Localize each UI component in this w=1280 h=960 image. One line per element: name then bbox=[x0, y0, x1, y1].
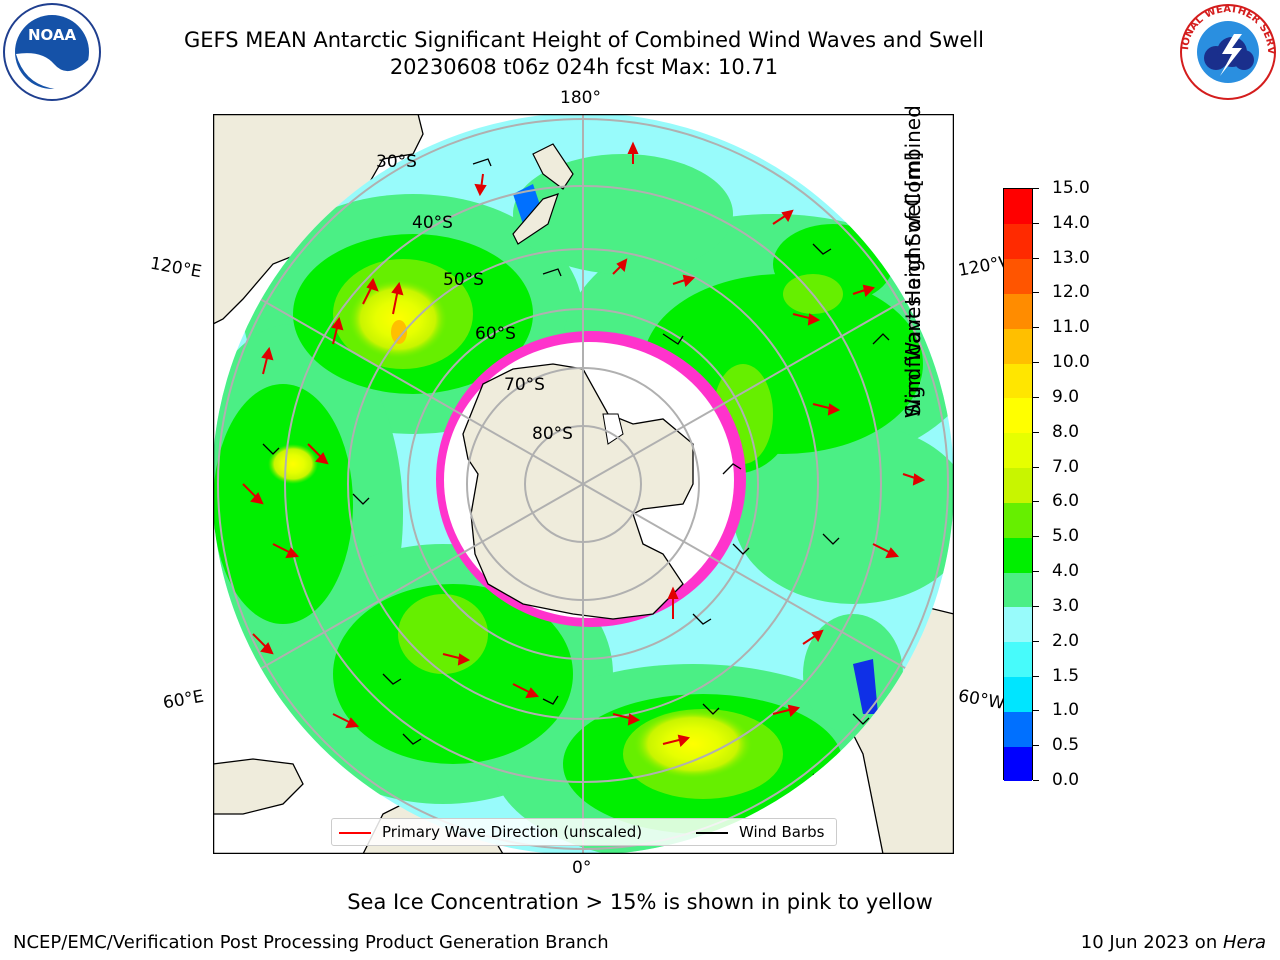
colorbar-title-line-2: Wind Waves and Swell [m] bbox=[901, 151, 925, 419]
colorbar-segment bbox=[1004, 572, 1032, 608]
colorbar-segment bbox=[1004, 223, 1032, 260]
colorbar-segment bbox=[1004, 746, 1032, 782]
colorbar-tick-label: 7.0 bbox=[1052, 456, 1080, 477]
colorbar-segment bbox=[1004, 676, 1032, 712]
colorbar-tick-mark bbox=[1033, 396, 1039, 398]
colorbar-tick-mark bbox=[1033, 466, 1039, 468]
land-antarctica bbox=[462, 363, 694, 620]
map-legend: Primary Wave Direction (unscaled) Wind B… bbox=[331, 818, 837, 846]
colorbar-tick-label: 9.0 bbox=[1052, 386, 1080, 407]
svg-text:NOAA: NOAA bbox=[28, 26, 77, 44]
colorbar-segment bbox=[1004, 432, 1032, 469]
colorbar-tick-label: 0.5 bbox=[1052, 735, 1080, 756]
lat-label-60s: 60°S bbox=[475, 324, 516, 344]
colorbar-tick-label: 6.0 bbox=[1052, 491, 1080, 512]
lon-label-0: 0° bbox=[572, 858, 592, 878]
nws-logo: NATIONAL WEATHER SERVICE bbox=[1176, 2, 1276, 100]
colorbar-tick-label: 2.0 bbox=[1052, 630, 1080, 651]
colorbar-tick-label: 14.0 bbox=[1052, 212, 1090, 233]
legend-barb-line bbox=[696, 832, 728, 834]
colorbar-tick-label: 12.0 bbox=[1052, 282, 1090, 303]
colorbar-segment bbox=[1004, 328, 1032, 364]
colorbar-tick-mark bbox=[1033, 257, 1039, 259]
footer-branch: NCEP/EMC/Verification Post Processing Pr… bbox=[13, 932, 609, 953]
colorbar-segment bbox=[1004, 258, 1032, 294]
lon-label-120e: 120°E bbox=[148, 253, 204, 283]
colorbar-tick-mark bbox=[1033, 362, 1039, 364]
legend-wave-label: Primary Wave Direction (unscaled) bbox=[382, 823, 643, 841]
colorbar-tick-mark bbox=[1033, 536, 1039, 538]
lon-label-60w: 60°W bbox=[956, 686, 1007, 714]
colorbar-segment bbox=[1004, 397, 1032, 434]
colorbar-tick-mark bbox=[1033, 675, 1039, 677]
colorbar-segment bbox=[1004, 641, 1032, 678]
colorbar-tick-mark bbox=[1033, 605, 1039, 607]
legend-wave-line bbox=[339, 832, 371, 834]
colorbar-segment bbox=[1004, 606, 1032, 643]
title-line-2: 20230608 t06z 024h fcst Max: 10.71 bbox=[389, 55, 779, 79]
colorbar-tick-label: 11.0 bbox=[1052, 317, 1090, 338]
footer-date: 10 Jun 2023 on Hera bbox=[1081, 932, 1266, 953]
colorbar-tick-mark bbox=[1033, 292, 1039, 294]
colorbar bbox=[1003, 188, 1033, 782]
colorbar-segment bbox=[1004, 537, 1032, 573]
land-africa bbox=[213, 758, 304, 815]
legend-barb-label: Wind Barbs bbox=[739, 823, 825, 841]
colorbar-tick-label: 0.0 bbox=[1052, 770, 1080, 790]
colorbar-tick-mark bbox=[1033, 571, 1039, 573]
colorbar-segment bbox=[1004, 363, 1032, 399]
colorbar-tick-mark bbox=[1033, 745, 1039, 747]
colorbar-segment bbox=[1004, 293, 1032, 329]
land-new-zealand bbox=[512, 143, 574, 245]
colorbar-tick-label: 5.0 bbox=[1052, 526, 1080, 547]
lat-label-30s: 30°S bbox=[376, 152, 417, 172]
colorbar-segment bbox=[1004, 711, 1032, 747]
colorbar-tick-label: 1.5 bbox=[1052, 665, 1080, 686]
colorbar-tick-label: 13.0 bbox=[1052, 247, 1090, 268]
noaa-logo: NOAA bbox=[3, 3, 101, 101]
lat-label-40s: 40°S bbox=[412, 213, 453, 233]
sea-ice-note: Sea Ice Concentration > 15% is shown in … bbox=[347, 890, 933, 914]
polar-map[interactable] bbox=[213, 114, 954, 854]
lat-label-80s: 80°S bbox=[532, 424, 573, 444]
footer-date-text: 10 Jun 2023 on bbox=[1080, 932, 1223, 953]
colorbar-segment bbox=[1004, 502, 1032, 538]
colorbar-tick-label: 8.0 bbox=[1052, 421, 1080, 442]
colorbar-tick-mark bbox=[1033, 431, 1039, 433]
colorbar-segment bbox=[1004, 467, 1032, 503]
colorbar-tick-label: 1.0 bbox=[1052, 700, 1080, 721]
lat-label-70s: 70°S bbox=[504, 375, 545, 395]
colorbar-tick-mark bbox=[1033, 222, 1039, 224]
lon-label-180: 180° bbox=[560, 88, 601, 108]
colorbar-tick-label: 4.0 bbox=[1052, 561, 1080, 582]
footer-machine: Hera bbox=[1222, 932, 1266, 953]
wave-direction-arrows bbox=[242, 141, 926, 747]
colorbar-tick-mark bbox=[1033, 710, 1039, 712]
colorbar-tick-label: 15.0 bbox=[1052, 178, 1090, 198]
colorbar-tick-label: 10.0 bbox=[1052, 352, 1090, 373]
colorbar-tick-mark bbox=[1033, 188, 1039, 189]
colorbar-tick-mark bbox=[1033, 640, 1039, 642]
colorbar-tick-mark bbox=[1033, 780, 1039, 781]
graticule bbox=[213, 114, 954, 854]
lat-label-50s: 50°S bbox=[443, 270, 484, 290]
colorbar-tick-mark bbox=[1033, 327, 1039, 329]
colorbar-segment bbox=[1004, 189, 1032, 225]
colorbar-tick-mark bbox=[1033, 501, 1039, 503]
lon-label-60e: 60°E bbox=[161, 686, 206, 714]
colorbar-tick-label: 3.0 bbox=[1052, 595, 1080, 616]
title-line-1: GEFS MEAN Antarctic Significant Height o… bbox=[183, 28, 985, 52]
